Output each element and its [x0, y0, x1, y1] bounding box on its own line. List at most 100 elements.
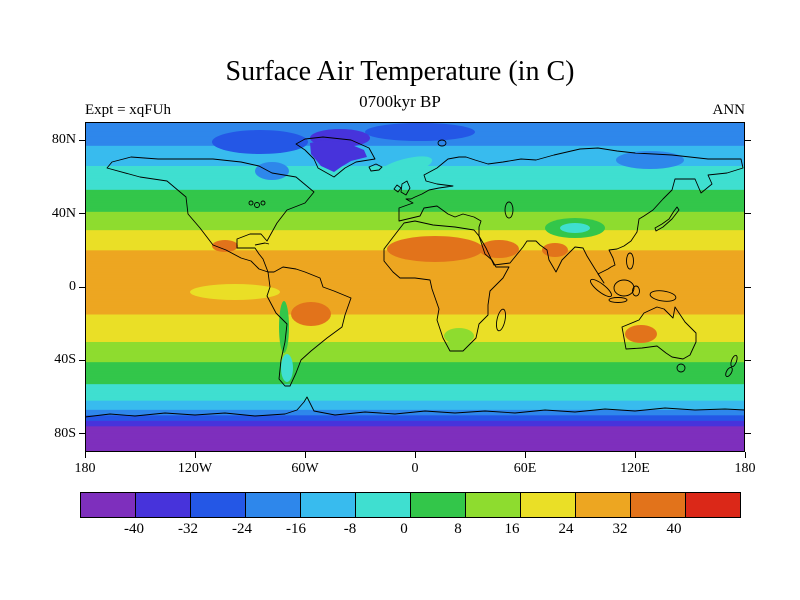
- lat-tick-right: [745, 286, 751, 288]
- temperature-band: [85, 331, 745, 334]
- temperature-band: [85, 327, 745, 330]
- coastline-new-zealand-south: [725, 367, 733, 377]
- temperature-band: [85, 144, 745, 147]
- coastline-iceland: [368, 163, 383, 172]
- temperature-band: [85, 345, 745, 349]
- temperature-band: [85, 398, 745, 402]
- temperature-band: [85, 360, 745, 363]
- lat-tick-label: 0: [69, 279, 76, 294]
- temperature-band: [85, 448, 745, 451]
- lon-tick-label: 180: [734, 461, 756, 476]
- anomaly-greenland-icecap-cold: [310, 140, 367, 172]
- plot-border: [85, 122, 745, 452]
- colorbar-cell: [356, 493, 411, 517]
- temperature-band: [85, 380, 745, 383]
- temperature-band: [85, 417, 745, 420]
- lat-tick: [79, 433, 85, 435]
- temperature-band: [85, 349, 745, 352]
- anomaly-south-africa-cool: [444, 328, 474, 344]
- coastline-africa: [383, 220, 510, 352]
- temperature-band: [85, 270, 745, 273]
- temperature-band: [85, 325, 745, 328]
- temperature-band: [85, 235, 745, 239]
- lat-tick-right: [745, 359, 751, 361]
- lat-tick-label: 80N: [51, 132, 76, 148]
- temperature-band: [85, 397, 745, 400]
- lon-tick-label: 120W: [177, 461, 213, 476]
- temperature-band: [85, 215, 745, 218]
- temperature-band: [85, 202, 745, 206]
- temperature-band: [85, 301, 745, 305]
- temperature-band: [85, 188, 745, 191]
- temperature-band: [85, 292, 745, 295]
- coastline-north-america: [106, 156, 315, 273]
- temperature-band: [85, 208, 745, 211]
- colorbar-cell: [466, 493, 521, 517]
- temperature-band: [85, 151, 745, 154]
- temperature-band: [85, 442, 745, 446]
- colorbar-cell: [411, 493, 466, 517]
- temperature-band: [85, 193, 745, 196]
- coastline-new-zealand-north: [730, 354, 738, 368]
- temperature-band: [85, 200, 745, 204]
- temperature-band: [85, 406, 745, 409]
- temperature-band: [85, 362, 745, 365]
- temperature-band: [85, 283, 745, 286]
- colorbar-cell: [301, 493, 356, 517]
- temperature-band: [85, 171, 745, 174]
- temperature-band: [85, 272, 745, 275]
- temperature-band: [85, 404, 745, 407]
- lon-tick-label: 120E: [620, 461, 650, 476]
- temperature-band: [85, 336, 745, 339]
- temperature-band: [85, 395, 745, 398]
- figure-title: Surface Air Temperature (in C): [225, 56, 575, 87]
- temperature-band: [85, 277, 745, 281]
- temperature-band: [85, 441, 745, 444]
- temperature-band: [85, 371, 745, 374]
- colorbar-cell: [521, 493, 576, 517]
- temperature-band: [85, 288, 745, 292]
- colorbar-tick-label: 16: [504, 521, 520, 537]
- anomaly-south-america-warm: [291, 302, 331, 326]
- lat-tick: [79, 359, 85, 361]
- coastline-new-guinea: [649, 290, 677, 302]
- temperature-band: [85, 261, 745, 264]
- anomaly-patagonia-cool: [281, 354, 293, 382]
- temperature-band: [85, 199, 745, 202]
- coastline-britain: [400, 180, 411, 196]
- temperature-band: [85, 382, 745, 385]
- temperature-band: [85, 276, 745, 279]
- temperature-band: [85, 365, 745, 369]
- temperature-band: [85, 230, 745, 233]
- temperature-band: [85, 430, 745, 433]
- temperature-band: [85, 446, 745, 449]
- anomaly-north-atlantic-warm: [377, 156, 433, 178]
- temperature-band: [85, 420, 745, 424]
- temperature-band: [85, 351, 745, 354]
- temperature-band: [85, 439, 745, 442]
- temperature-band: [85, 437, 745, 440]
- temperature-band: [85, 210, 745, 213]
- temperature-band: [85, 338, 745, 341]
- lon-tick-label: 60W: [291, 461, 319, 476]
- temperature-band: [85, 332, 745, 336]
- temperature-band: [85, 320, 745, 323]
- temperature-band: [85, 312, 745, 316]
- world-map: [85, 122, 745, 452]
- coastline-great-lakes-2: [260, 200, 266, 206]
- coastline-australia: [621, 306, 697, 360]
- colorbar-tick-label: 8: [454, 521, 462, 537]
- temperature-band: [85, 378, 745, 382]
- lon-tick-label: 60E: [513, 461, 537, 476]
- temperature-band: [85, 426, 745, 429]
- anomaly-australia-warm: [625, 325, 657, 343]
- lon-tick: [634, 452, 636, 458]
- lon-tick: [304, 452, 306, 458]
- lat-tick-label: 40S: [54, 352, 76, 368]
- anomaly-andes-cool: [279, 301, 289, 353]
- temperature-band: [85, 263, 745, 266]
- temperature-band: [85, 294, 745, 297]
- temperature-band: [85, 411, 745, 415]
- temperature-band: [85, 279, 745, 283]
